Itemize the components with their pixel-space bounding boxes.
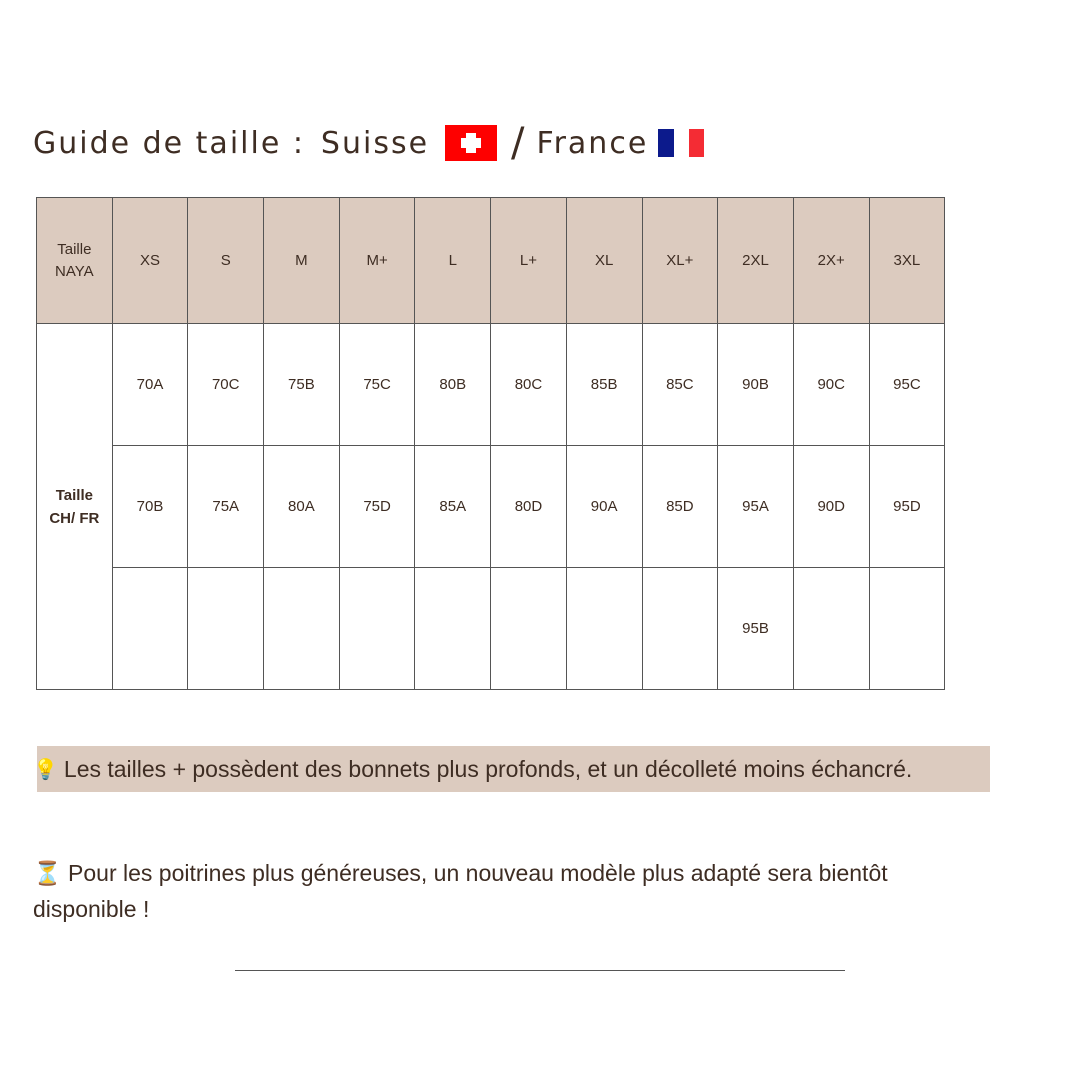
- table-cell: 75D: [338, 445, 416, 568]
- table-cell: 75A: [187, 445, 265, 568]
- table-cell: 95C: [868, 323, 946, 446]
- table-header-row: Taille NAYA XS S M M+ L L+ XL XL+ 2XL 2X+…: [36, 197, 946, 324]
- table-cell: [338, 567, 416, 690]
- title-separator: /: [511, 120, 527, 166]
- table-cell: [187, 567, 265, 690]
- table-cell: 75C: [338, 323, 416, 446]
- page-title: Guide de taille : Suisse / France: [33, 118, 705, 168]
- size-header: 2X+: [792, 197, 870, 324]
- note-text: Pour les poitrines plus généreuses, un n…: [33, 860, 888, 922]
- table-cell: [414, 567, 492, 690]
- table-cell: [641, 567, 719, 690]
- table-cell: 80D: [490, 445, 567, 568]
- row-label-line: CH/ FR: [49, 509, 100, 527]
- table-cell: 85B: [565, 323, 643, 446]
- france-flag-icon: [658, 129, 705, 157]
- swiss-flag-icon: [445, 125, 498, 161]
- table-cell: 70A: [111, 323, 189, 446]
- title-switzerland: Suisse: [320, 125, 430, 161]
- table-cell: [868, 567, 946, 690]
- table-cell: 95A: [717, 445, 794, 568]
- plus-sizes-note: 💡 Les tailles + possèdent des bonnets pl…: [33, 746, 990, 792]
- size-header: XS: [111, 197, 189, 324]
- size-header: L+: [490, 197, 567, 324]
- size-header: S: [187, 197, 265, 324]
- size-header: XL: [565, 197, 643, 324]
- table-cell: 85D: [641, 445, 719, 568]
- table-cell: 90D: [792, 445, 870, 568]
- table-cell: 85A: [414, 445, 492, 568]
- table-cell: 85C: [641, 323, 719, 446]
- size-header: 3XL: [868, 197, 946, 324]
- header-label-cell: Taille NAYA: [36, 197, 113, 324]
- divider: [235, 970, 845, 971]
- table-cell: 90C: [792, 323, 870, 446]
- title-prefix: Guide de taille :: [33, 125, 305, 161]
- table-cell: 75B: [263, 323, 340, 446]
- table-cell: [111, 567, 189, 690]
- table-cell: 95B: [717, 567, 794, 690]
- table-cell: 80B: [414, 323, 492, 446]
- size-header: L: [414, 197, 492, 324]
- size-header: M+: [338, 197, 416, 324]
- table-cell: 90B: [717, 323, 794, 446]
- title-france: France: [536, 125, 649, 161]
- table-cell: 70B: [111, 445, 189, 568]
- table-cell: 80C: [490, 323, 567, 446]
- row-label-line: Taille: [55, 486, 93, 504]
- hourglass-icon: ⏳: [33, 860, 62, 886]
- note-text: Les tailles + possèdent des bonnets plus…: [63, 755, 913, 782]
- size-header: XL+: [641, 197, 719, 324]
- header-label-line: Taille: [57, 240, 92, 258]
- table-cell: 90A: [565, 445, 643, 568]
- table-cell: [792, 567, 870, 690]
- table-cell: 80A: [263, 445, 340, 568]
- lightbulb-icon: 💡: [33, 758, 58, 781]
- size-table: Taille NAYA XS S M M+ L L+ XL XL+ 2XL 2X+…: [36, 197, 946, 690]
- table-row: 95B: [37, 567, 946, 690]
- table-row: Taille CH/ FR 70A 70C 75B 75C 80B 80C 85B…: [36, 323, 946, 690]
- upcoming-model-note: ⏳ Pour les poitrines plus généreuses, un…: [33, 855, 963, 927]
- table-cell: 95D: [868, 445, 946, 568]
- table-cell: [490, 567, 567, 690]
- table-cell: [565, 567, 643, 690]
- table-cell: 70C: [187, 323, 265, 446]
- table-cell: [263, 567, 340, 690]
- size-header: 2XL: [717, 197, 794, 324]
- table-row: 70B 75A 80A 75D 85A 80D 90A 85D 95A 90D …: [37, 445, 946, 568]
- row-label-cell: Taille CH/ FR: [36, 323, 113, 690]
- size-header: M: [263, 197, 340, 324]
- header-label-line: NAYA: [55, 262, 94, 280]
